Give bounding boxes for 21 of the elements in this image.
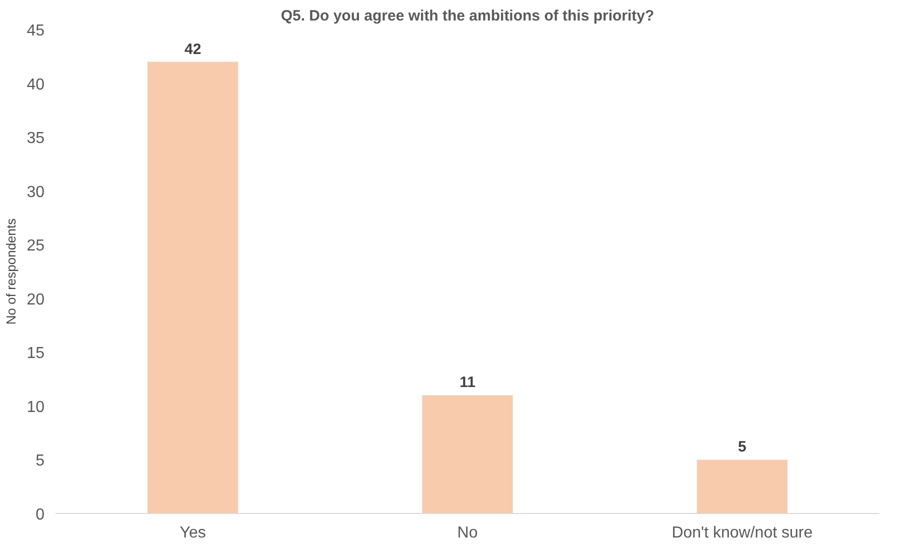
y-tick-label: 30 (26, 184, 45, 201)
data-label: 42 (184, 40, 202, 58)
data-label: 5 (738, 438, 746, 456)
y-axis-title: No of respondents (4, 218, 19, 325)
y-tick-label: 5 (36, 452, 45, 470)
x-tick-label: Yes (180, 524, 206, 542)
bar (696, 460, 788, 514)
bar (148, 62, 238, 514)
y-tick-label: 25 (26, 238, 45, 255)
y-tick-label: 35 (26, 130, 45, 148)
y-tick-label: 45 (26, 22, 45, 40)
x-tick-label: No (457, 524, 478, 542)
y-tick-label: 40 (26, 76, 45, 94)
y-tick-label: 10 (26, 398, 45, 416)
y-tick-label: 20 (26, 291, 45, 308)
chart-title: Q5. Do you agree with the ambitions of this priority? (280, 8, 654, 24)
data-label: 11 (460, 374, 476, 392)
x-tick-label: Don't know/not sure (672, 524, 813, 542)
y-tick-label: 0 (36, 506, 45, 524)
bar (422, 395, 513, 514)
y-tick-label: 15 (26, 345, 45, 362)
